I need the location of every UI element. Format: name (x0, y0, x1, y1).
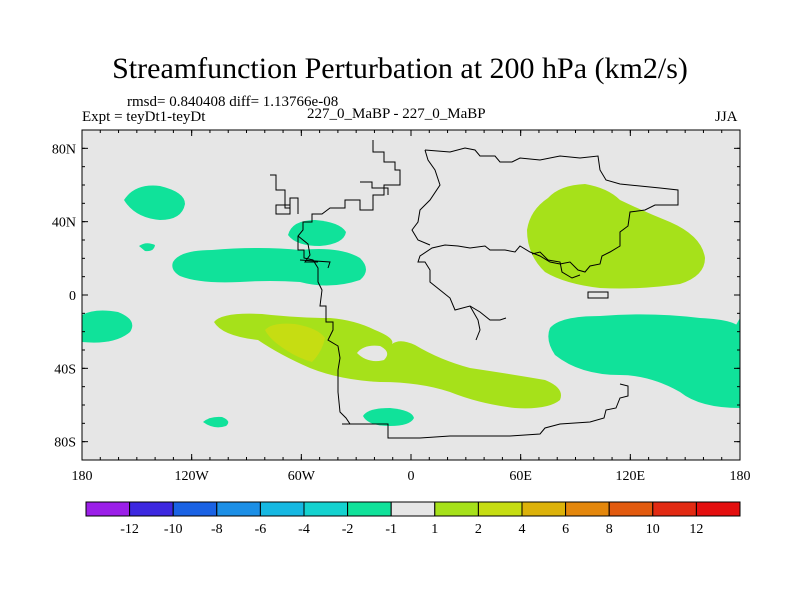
contour-region-negative (548, 314, 740, 408)
y-tick-label: 40S (54, 362, 76, 377)
contour-region-positive-hole (357, 345, 388, 362)
contour-region-positive (527, 184, 705, 289)
x-tick-label: 0 (408, 469, 415, 484)
colorbar: -12 -10 -8 -6 -4 -2 -1 1 2 4 6 8 10 12 (85, 501, 741, 537)
contour-region-negative (172, 248, 366, 286)
colorbar-box (477, 501, 523, 517)
colorbar-box (259, 501, 305, 517)
coastline-americas-west (270, 174, 299, 214)
y-tick-label: 80S (54, 436, 76, 451)
coastline-island (275, 204, 291, 215)
colorbar-label: 10 (646, 522, 660, 537)
colorbar-box (608, 501, 654, 517)
contour-region-positive-strong (265, 323, 325, 362)
x-tick-label: 120W (175, 469, 210, 484)
x-tick-label: 60W (288, 469, 316, 484)
colorbar-box (434, 501, 479, 517)
colorbar-label: -10 (164, 522, 183, 537)
colorbar-box (652, 501, 697, 517)
contour-region-negative (203, 416, 229, 428)
coastline-europe-asia (417, 147, 679, 321)
colorbar-box (303, 501, 349, 517)
colorbar-box (129, 501, 174, 517)
case-label: 227_0_MaBP - 227_0_MaBP (307, 106, 486, 122)
contour-region-negative (139, 243, 155, 252)
axis-ticks: 180 120W 60W 0 60E 120E 180 80N 40N 0 40S 80S (52, 130, 751, 484)
colorbar-box (216, 501, 261, 517)
colorbar-box (695, 501, 741, 517)
coastline-europe-north (411, 149, 441, 246)
y-tick-label: 0 (69, 289, 76, 304)
coastlines (270, 140, 679, 439)
colorbar-label: 8 (606, 522, 613, 537)
colorbar-label: -4 (298, 522, 310, 537)
coastline-central-america (297, 235, 318, 263)
colorbar-label: 12 (689, 522, 703, 537)
colorbar-label: 4 (519, 522, 526, 537)
season-label: JJA (715, 109, 738, 125)
colorbar-label: -8 (211, 522, 223, 537)
colorbar-label: -6 (255, 522, 267, 537)
x-tick-label: 120E (616, 469, 646, 484)
coastline-southeast-asia (531, 251, 581, 279)
contour-region-negative (736, 318, 740, 330)
coastline-antarctica (342, 383, 629, 439)
colorbar-label: 6 (562, 522, 569, 537)
chart-title: Streamfunction Perturbation at 200 hPa (… (112, 52, 688, 85)
coastline-caribbean (299, 259, 331, 269)
contour-region-negative (124, 185, 185, 220)
y-tick-label: 80N (52, 142, 76, 157)
colorbar-label: -1 (385, 522, 397, 537)
colorbar-box (85, 501, 131, 517)
y-tick-label: 40N (52, 216, 76, 231)
plot-background (82, 130, 740, 460)
coastline-africa-south (469, 305, 481, 341)
colorbar-box (565, 501, 610, 517)
stats-label: rmsd= 0.840408 diff= 1.13766e-08 (127, 94, 339, 110)
x-tick-label: 180 (72, 469, 93, 484)
colorbar-label: 2 (475, 522, 482, 537)
colorbar-box (172, 501, 218, 517)
coastline-americas (297, 140, 401, 425)
coastline-greenland (360, 181, 389, 195)
colorbar-box (390, 501, 436, 517)
experiment-label: Expt = teyDt1-teyDt (82, 109, 206, 125)
coastline-indonesia (587, 291, 609, 299)
x-tick-label: 60E (509, 469, 532, 484)
contour-region-negative (363, 408, 414, 426)
x-tick-label: 180 (730, 469, 751, 484)
colorbar-label: 1 (431, 522, 438, 537)
colorbar-label: -2 (342, 522, 354, 537)
colorbar-box (521, 501, 567, 517)
contour-region-negative (82, 310, 133, 343)
colorbar-label: -12 (120, 522, 139, 537)
colorbar-box (347, 501, 392, 517)
